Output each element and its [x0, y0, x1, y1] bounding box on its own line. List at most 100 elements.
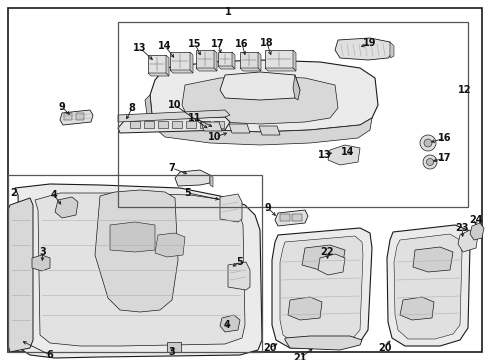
Text: 2: 2 [11, 188, 17, 198]
Polygon shape [318, 254, 345, 275]
Polygon shape [470, 223, 484, 240]
Text: 19: 19 [363, 38, 377, 48]
Circle shape [423, 155, 437, 169]
Polygon shape [130, 121, 140, 128]
Polygon shape [186, 121, 196, 128]
Polygon shape [328, 145, 360, 165]
Polygon shape [387, 225, 470, 346]
Bar [167, 342, 181, 352]
Text: 20: 20 [378, 343, 392, 353]
Polygon shape [228, 262, 250, 290]
Bar [170, 52, 190, 70]
Polygon shape [8, 198, 33, 352]
Polygon shape [148, 73, 169, 76]
Bar [280, 214, 290, 221]
Bar [240, 52, 258, 68]
Polygon shape [190, 52, 193, 73]
Polygon shape [155, 233, 185, 257]
Polygon shape [275, 210, 308, 226]
Polygon shape [229, 124, 250, 133]
Text: 11: 11 [188, 113, 202, 123]
Polygon shape [232, 52, 235, 69]
Polygon shape [110, 222, 155, 252]
Polygon shape [118, 110, 230, 122]
Text: 16: 16 [438, 133, 452, 143]
Polygon shape [258, 52, 261, 71]
Text: 3: 3 [169, 347, 175, 357]
Polygon shape [35, 193, 245, 346]
Text: 12: 12 [458, 85, 472, 95]
Text: 6: 6 [47, 350, 53, 360]
Bar [196, 50, 214, 68]
Polygon shape [413, 247, 453, 272]
Polygon shape [175, 170, 210, 186]
Polygon shape [196, 68, 217, 71]
Polygon shape [259, 126, 280, 135]
Text: 18: 18 [260, 38, 274, 48]
Text: 4: 4 [223, 320, 230, 330]
Polygon shape [218, 66, 235, 69]
Bar [265, 50, 293, 68]
Text: 14: 14 [158, 41, 172, 51]
Polygon shape [148, 115, 372, 145]
Text: 9: 9 [59, 102, 65, 112]
Polygon shape [214, 121, 224, 128]
Bar [8, 175, 262, 352]
Polygon shape [302, 245, 345, 270]
Polygon shape [280, 236, 363, 343]
Polygon shape [210, 175, 213, 187]
Polygon shape [220, 315, 240, 332]
Polygon shape [272, 228, 372, 348]
Text: 13: 13 [133, 43, 147, 53]
Text: 10: 10 [208, 132, 222, 142]
Text: 20: 20 [263, 343, 277, 353]
Text: 14: 14 [341, 147, 355, 157]
Polygon shape [220, 72, 300, 100]
Polygon shape [15, 184, 262, 358]
Polygon shape [166, 55, 169, 76]
Polygon shape [335, 38, 393, 60]
Text: 23: 23 [455, 223, 469, 233]
Text: 17: 17 [438, 153, 452, 163]
Polygon shape [394, 234, 462, 339]
Polygon shape [158, 121, 168, 128]
Bar [118, 22, 468, 207]
Bar [148, 55, 166, 73]
Polygon shape [214, 50, 217, 71]
Text: 7: 7 [169, 163, 175, 173]
Text: 1: 1 [224, 7, 231, 17]
Text: 16: 16 [235, 39, 249, 49]
Polygon shape [201, 122, 222, 131]
Text: 17: 17 [211, 39, 225, 49]
Circle shape [426, 158, 434, 166]
Polygon shape [285, 336, 362, 350]
Polygon shape [240, 68, 261, 71]
Polygon shape [400, 297, 434, 320]
Text: 21: 21 [293, 353, 307, 360]
Polygon shape [95, 190, 178, 312]
Text: 5: 5 [185, 188, 192, 198]
Polygon shape [182, 76, 338, 124]
Polygon shape [220, 194, 242, 222]
Text: 5: 5 [237, 257, 244, 267]
Polygon shape [55, 197, 78, 218]
Text: 24: 24 [469, 215, 483, 225]
Polygon shape [200, 121, 210, 128]
Circle shape [424, 139, 432, 147]
Polygon shape [144, 121, 154, 128]
Polygon shape [293, 75, 300, 100]
Bar [292, 214, 302, 221]
Text: 13: 13 [318, 150, 332, 160]
Text: 10: 10 [168, 100, 182, 110]
Polygon shape [172, 121, 182, 128]
Bar [64, 113, 72, 120]
Bar [76, 113, 84, 120]
Polygon shape [390, 42, 394, 58]
Polygon shape [118, 117, 230, 133]
Polygon shape [288, 297, 322, 320]
Circle shape [420, 135, 436, 151]
Text: 9: 9 [265, 203, 271, 213]
Polygon shape [150, 60, 378, 132]
Polygon shape [265, 68, 296, 71]
Polygon shape [293, 50, 296, 71]
